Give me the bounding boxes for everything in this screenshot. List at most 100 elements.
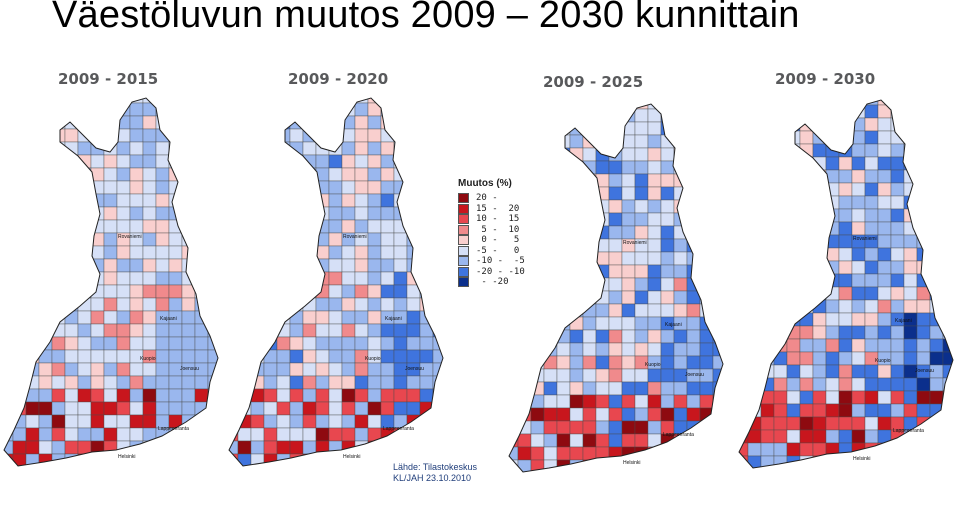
municipality-cell [877, 403, 892, 418]
municipality-cell [903, 100, 918, 106]
municipality-cell [517, 342, 532, 357]
municipality-cell [786, 273, 801, 288]
municipality-cell [229, 128, 239, 143]
municipality-cell [90, 115, 105, 130]
municipality-cell [12, 297, 27, 312]
municipality-cell [12, 102, 27, 117]
municipality-cell [851, 195, 866, 210]
municipality-cell [903, 377, 918, 392]
municipality-cell [129, 388, 144, 403]
municipality-cell [712, 104, 723, 110]
municipality-cell [380, 401, 395, 416]
municipality-cell [406, 388, 421, 403]
municipality-cell [890, 351, 905, 366]
municipality-cell [341, 349, 356, 364]
municipality-cell [865, 469, 878, 482]
municipality-cell [747, 364, 762, 379]
municipality-cell [432, 232, 443, 247]
municipality-cell [221, 350, 234, 363]
municipality-cell [354, 258, 369, 273]
municipality-cell [229, 401, 239, 416]
municipality-cell [621, 355, 636, 370]
municipality-cell [582, 264, 597, 279]
municipality-cell [4, 388, 14, 403]
municipality-cell [942, 182, 953, 197]
municipality-cell [712, 355, 723, 370]
municipality-cell [530, 264, 545, 279]
municipality-cell [302, 258, 317, 273]
municipality-cell [354, 115, 369, 130]
municipality-cell [78, 467, 91, 480]
municipality-cell [799, 195, 814, 210]
municipality-cell [786, 169, 801, 184]
municipality-cell [116, 336, 131, 351]
municipality-cell [315, 401, 330, 416]
panel-label-2020: 2009 - 2020 [288, 70, 389, 88]
municipality-cell [90, 258, 105, 273]
municipality-cell [773, 390, 788, 405]
municipality-cell [608, 394, 623, 409]
municipality-cell [315, 323, 330, 338]
municipality-cell [276, 219, 291, 234]
municipality-cell [942, 195, 953, 210]
municipality-cell [747, 260, 762, 275]
municipality-cell [660, 160, 675, 175]
municipality-cell [77, 154, 92, 169]
municipality-cell [556, 433, 571, 448]
municipality-cell [380, 154, 395, 169]
municipality-cell [229, 258, 239, 273]
municipality-cell [799, 338, 814, 353]
municipality-cell [367, 414, 382, 429]
municipality-cell [686, 407, 701, 422]
municipality-cell [432, 206, 443, 221]
municipality-cell [956, 456, 960, 469]
municipality-cell [786, 299, 801, 314]
municipality-cell [251, 467, 264, 480]
municipality-cell [799, 325, 814, 340]
municipality-cell [700, 473, 713, 486]
municipality-cell [877, 182, 892, 197]
municipality-cell [634, 368, 649, 383]
municipality-cell [221, 337, 234, 350]
municipality-cell [129, 193, 144, 208]
municipality-cell [51, 219, 66, 234]
municipality-cell [64, 232, 79, 247]
municipality-cell [608, 173, 623, 188]
municipality-cell [903, 442, 918, 457]
municipality-cell [12, 388, 27, 403]
municipality-cell [250, 323, 265, 338]
municipality-cell [168, 323, 183, 338]
legend-label: -5 - 0 [476, 245, 520, 256]
municipality-cell [582, 238, 597, 253]
municipality-cell [622, 473, 635, 486]
municipality-cell [699, 446, 714, 461]
city-label: Kuopio [875, 358, 891, 364]
municipality-cell [864, 325, 879, 340]
municipality-cell [51, 206, 66, 221]
municipality-cell [773, 104, 788, 119]
municipality-cell [419, 310, 434, 325]
municipality-cell [229, 154, 239, 169]
municipality-cell [956, 131, 960, 144]
municipality-cell [289, 232, 304, 247]
municipality-cell [799, 416, 814, 431]
municipality-cell [890, 130, 905, 145]
municipality-cell [634, 173, 649, 188]
municipality-cell [207, 440, 218, 455]
municipality-cell [726, 382, 739, 395]
legend-swatch [458, 245, 469, 256]
municipality-cell [51, 440, 66, 455]
municipality-cell [517, 394, 532, 409]
municipality-cell [686, 199, 701, 214]
municipality-cell [773, 247, 788, 262]
municipality-cell [25, 310, 40, 325]
municipality-cell [12, 349, 27, 364]
municipality-cell [890, 100, 905, 106]
municipality-cell [4, 284, 14, 299]
municipality-cell [877, 208, 892, 223]
municipality-cell [52, 467, 65, 480]
municipality-cell [903, 130, 918, 145]
municipality-cell [289, 362, 304, 377]
municipality-cell [543, 303, 558, 318]
municipality-cell [699, 381, 714, 396]
